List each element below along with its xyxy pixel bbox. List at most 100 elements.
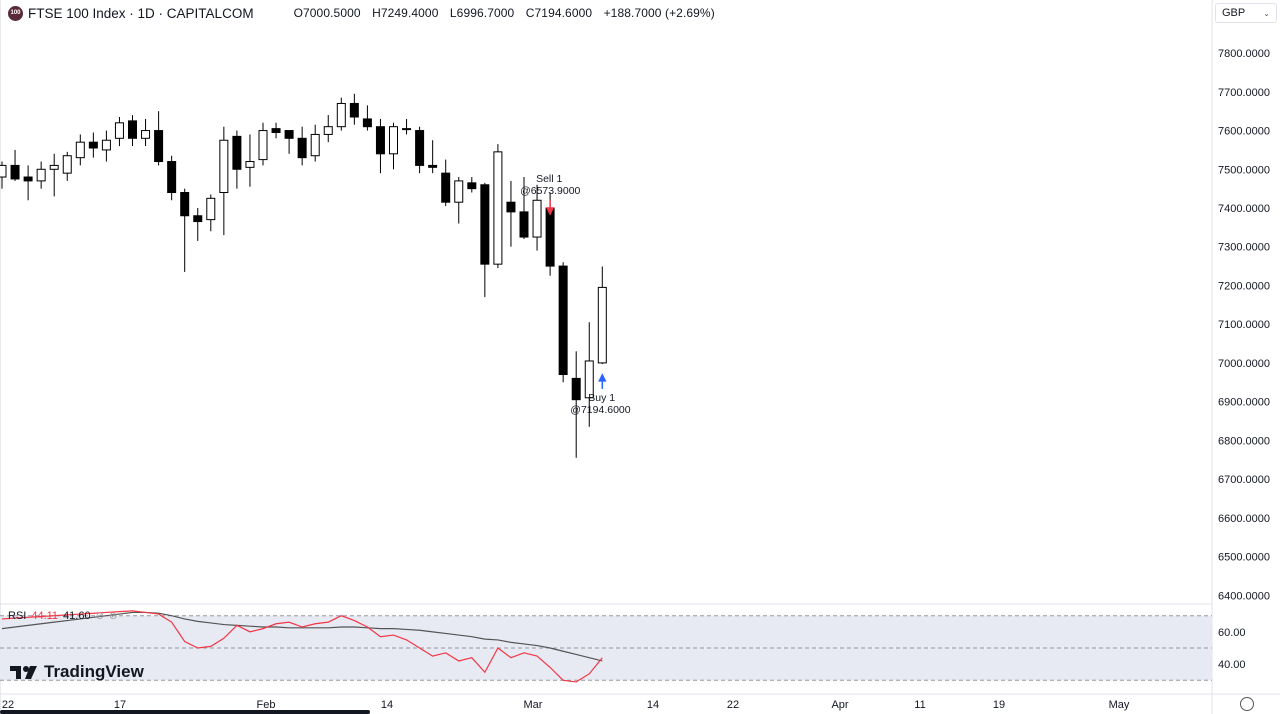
candle-body[interactable] xyxy=(545,207,555,267)
candle-body[interactable] xyxy=(193,215,203,223)
candle-body[interactable] xyxy=(584,360,594,399)
candle-body[interactable] xyxy=(114,122,124,139)
rsi-line xyxy=(1,610,603,683)
candle-body[interactable] xyxy=(271,128,281,133)
eye-icon[interactable]: ⊘ xyxy=(95,610,104,622)
settings-icon[interactable]: ⊘ xyxy=(108,610,118,622)
candle-body[interactable] xyxy=(232,135,242,170)
currency-label: GBP xyxy=(1222,7,1246,19)
candle-body[interactable] xyxy=(180,192,190,217)
candle-body[interactable] xyxy=(88,141,98,149)
candle-body[interactable] xyxy=(454,180,464,203)
candle-body[interactable] xyxy=(480,184,490,265)
chevron-down-icon: ⌄ xyxy=(1263,8,1270,18)
candle-body[interactable] xyxy=(49,164,59,170)
ohlc-readout: O7000.5000 H7249.4000 L6996.7000 C7194.6… xyxy=(294,6,723,20)
price-tick-label: 7800.0000 xyxy=(1218,48,1270,60)
candle-body[interactable] xyxy=(75,141,85,159)
rsi-value: 44.11 xyxy=(31,610,59,622)
candle-body[interactable] xyxy=(362,118,372,128)
candle-body[interactable] xyxy=(10,164,20,180)
candle-body[interactable] xyxy=(571,377,581,401)
currency-select[interactable]: GBP ⌄ xyxy=(1215,3,1277,23)
price-tick-label: 6500.0000 xyxy=(1218,552,1270,564)
price-tick-label: 7300.0000 xyxy=(1218,242,1270,254)
candle-body[interactable] xyxy=(245,161,255,168)
time-axis-label: Apr xyxy=(831,699,848,711)
candle-body[interactable] xyxy=(415,130,425,166)
candle-body[interactable] xyxy=(349,102,359,118)
sell-marker-price: @6573.9000 xyxy=(520,185,580,197)
candle-body[interactable] xyxy=(101,139,111,151)
buy-marker-label: Buy 1 xyxy=(588,392,615,404)
close-value: C7194.6000 xyxy=(525,6,593,20)
price-tick-label: 6800.0000 xyxy=(1218,435,1270,447)
time-axis-label: 22 xyxy=(2,699,14,711)
time-scrollbar[interactable] xyxy=(0,710,370,714)
high-value: H7249.4000 xyxy=(372,6,439,20)
logo-text: TradingView xyxy=(44,662,144,681)
candle-body[interactable] xyxy=(519,211,529,238)
candle-body[interactable] xyxy=(532,199,542,238)
tradingview-logo: TradingView xyxy=(10,662,144,682)
rsi-tick-label: 60.00 xyxy=(1218,627,1246,639)
candle-body[interactable] xyxy=(258,130,268,161)
candle-body[interactable] xyxy=(506,201,516,213)
candle-body[interactable] xyxy=(297,137,307,159)
candle-body[interactable] xyxy=(441,172,451,203)
symbol-badge: 100 xyxy=(8,5,23,21)
buy-arrow-icon xyxy=(598,373,607,389)
price-tick-label: 7400.0000 xyxy=(1218,203,1270,215)
candle-body[interactable] xyxy=(23,176,33,182)
candle-body[interactable] xyxy=(389,126,398,155)
price-tick-label: 7000.0000 xyxy=(1218,358,1270,370)
candle-body[interactable] xyxy=(493,151,503,265)
candle-body[interactable] xyxy=(167,161,177,194)
candle-body[interactable] xyxy=(154,130,164,163)
time-axis-label: 22 xyxy=(727,699,739,711)
time-axis-label: 14 xyxy=(647,699,659,711)
candle-body[interactable] xyxy=(219,139,229,194)
rsi-legend: RSI 44.11 41.60 ⊘ ⊘ xyxy=(8,610,117,622)
time-axis-label: 17 xyxy=(114,699,126,711)
candle-body[interactable] xyxy=(558,265,568,376)
candle-body[interactable] xyxy=(402,128,412,131)
chart-header: 100 FTSE 100 Index · 1D · CAPITALCOM O70… xyxy=(0,0,723,26)
price-tick-label: 6600.0000 xyxy=(1218,513,1270,525)
price-tick-label: 6400.0000 xyxy=(1218,590,1270,602)
time-axis-label: 19 xyxy=(993,699,1005,711)
candle-body[interactable] xyxy=(284,130,294,139)
sell-marker-label: Sell 1 xyxy=(536,173,562,185)
candle-body[interactable] xyxy=(206,197,216,221)
settings-gear-icon[interactable] xyxy=(1240,697,1254,711)
rsi-ma-value: 41.60 xyxy=(63,610,91,622)
price-tick-label: 7100.0000 xyxy=(1218,319,1270,331)
candle-body[interactable] xyxy=(0,164,7,178)
time-axis-label: 11 xyxy=(914,699,925,711)
rsi-label: RSI xyxy=(8,610,27,622)
candle-body[interactable] xyxy=(62,155,72,174)
candle-body[interactable] xyxy=(467,182,477,190)
time-axis-label: May xyxy=(1109,699,1130,711)
candle-body[interactable] xyxy=(336,102,346,128)
symbol-title[interactable]: FTSE 100 Index · 1D · CAPITALCOM xyxy=(28,5,254,21)
candle-body[interactable] xyxy=(323,126,333,135)
change-value: +188.7000 (+2.69%) xyxy=(603,6,715,20)
candle-body[interactable] xyxy=(375,126,385,155)
price-tick-label: 6700.0000 xyxy=(1218,474,1270,486)
time-axis-label: Mar xyxy=(524,699,543,711)
candle-body[interactable] xyxy=(428,164,438,168)
candle-body[interactable] xyxy=(36,168,46,182)
candle-body[interactable] xyxy=(128,120,137,139)
candle-body[interactable] xyxy=(310,133,320,157)
time-axis-label: Feb xyxy=(257,699,276,711)
rsi-tick-label: 40.00 xyxy=(1218,659,1246,671)
candle-body[interactable] xyxy=(141,130,151,139)
low-value: L6996.7000 xyxy=(449,6,515,20)
tradingview-logo-icon xyxy=(10,666,37,679)
candle-body[interactable] xyxy=(597,286,607,364)
sell-arrow-icon xyxy=(545,200,555,216)
open-value: O7000.5000 xyxy=(293,6,361,20)
